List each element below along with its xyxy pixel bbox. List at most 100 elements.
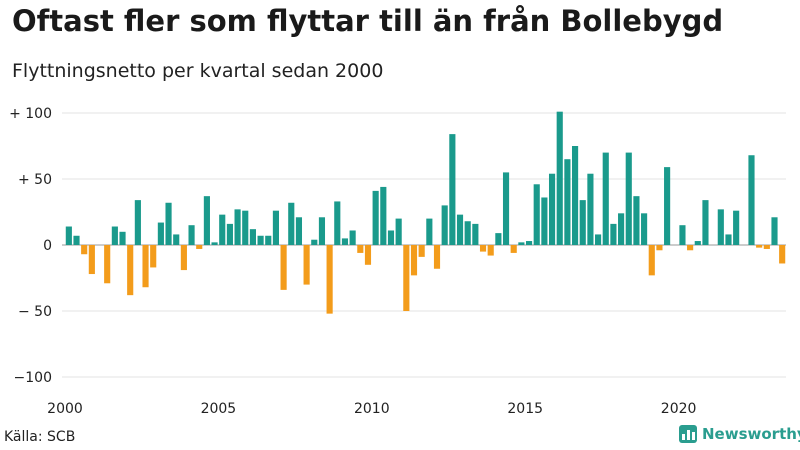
bar-positive (173, 234, 180, 245)
bar-positive (426, 218, 433, 245)
bar-positive (525, 241, 533, 245)
bar-positive (157, 222, 164, 245)
bar-positive (119, 231, 126, 245)
bar-negative (403, 245, 410, 311)
bar-positive (372, 190, 379, 245)
bar-positive (203, 196, 210, 245)
bar-positive (495, 233, 502, 245)
bar-negative (150, 245, 157, 268)
bar-positive (334, 201, 341, 245)
bar-positive (748, 155, 755, 245)
bar-negative (180, 245, 187, 271)
bar-positive (464, 221, 471, 245)
bar-positive (556, 111, 563, 246)
bar-positive (387, 230, 395, 245)
bar-negative (418, 245, 425, 257)
bar-negative (656, 245, 663, 251)
x-tick-label: 2005 (201, 401, 237, 417)
y-tick-label: − 50 (18, 304, 52, 320)
bar-positive (311, 239, 318, 245)
bar-negative (142, 245, 149, 288)
bar-positive (272, 210, 279, 245)
bar-positive (380, 186, 387, 245)
bar-positive (165, 202, 172, 245)
bar-positive (625, 152, 632, 245)
bar-positive (349, 230, 356, 245)
bar-positive (242, 210, 249, 245)
bar-positive (595, 234, 602, 245)
x-tick-label: 2020 (661, 401, 697, 417)
bar-positive (295, 217, 303, 245)
bar-positive (502, 172, 510, 245)
bar-positive (702, 200, 709, 245)
bar-negative (127, 245, 134, 296)
bar-negative (779, 245, 786, 264)
bar-positive (441, 205, 448, 245)
bar-positive (618, 213, 625, 245)
bar-positive (288, 202, 295, 245)
bar-positive (633, 196, 640, 245)
bar-negative (763, 245, 770, 249)
bar-positive (587, 173, 594, 245)
bar-positive (111, 226, 118, 245)
bar-positive (449, 134, 456, 245)
bar-positive (664, 167, 671, 245)
bar-negative (357, 245, 364, 253)
bar-negative (88, 245, 95, 275)
bar-positive (134, 200, 141, 245)
newsworthy-logo: Newsworthy (679, 425, 800, 443)
bar-positive (219, 214, 226, 245)
bar-positive (257, 235, 264, 245)
bar-negative (303, 245, 310, 285)
bar-positive (541, 197, 548, 245)
bar-positive (518, 242, 525, 245)
bar-positive (472, 223, 479, 245)
bar-positive (249, 229, 256, 245)
bar-positive (318, 217, 326, 245)
bar-positive (456, 214, 464, 245)
chart-title: Oftast fler som flyttar till än från Bol… (12, 4, 724, 38)
newsworthy-logo-icon (679, 425, 697, 443)
bar-negative (104, 245, 111, 284)
bar-positive (771, 217, 778, 245)
bar-negative (433, 245, 441, 269)
bar-positive (234, 209, 241, 245)
x-tick-label: 2015 (507, 401, 543, 417)
source-label: Källa: SCB (4, 429, 76, 445)
y-tick-label: −100 (14, 370, 52, 386)
bar-negative (326, 245, 333, 314)
bar-positive (610, 223, 617, 245)
bar-negative (410, 245, 418, 276)
x-tick-label: 2000 (47, 401, 83, 417)
bar-positive (579, 200, 586, 245)
bar-negative (364, 245, 372, 265)
bar-positive (572, 146, 579, 245)
bar-positive (679, 225, 686, 245)
bar-negative (648, 245, 655, 276)
bar-chart: + 100 + 50 0 − 50 −100 2000 2005 2010 2015 2020 (9, 106, 786, 417)
bar-positive (564, 159, 571, 245)
bar-positive (226, 223, 233, 245)
bar-positive (725, 234, 732, 245)
bar-negative (196, 245, 203, 249)
bar-positive (694, 241, 701, 245)
bar-positive (533, 184, 540, 245)
bar-positive (211, 242, 218, 245)
bar-negative (756, 245, 763, 248)
y-tick-label: + 50 (18, 172, 52, 188)
y-tick-label: + 100 (9, 106, 52, 122)
bar-positive (548, 173, 556, 245)
chart-subtitle: Flyttningsnetto per kvartal sedan 2000 (12, 60, 384, 82)
bar-negative (687, 245, 694, 251)
x-tick-label: 2010 (354, 401, 390, 417)
bar-negative (81, 245, 88, 255)
bar-positive (641, 213, 648, 245)
bar-positive (717, 209, 724, 245)
bar-negative (280, 245, 287, 290)
bar-positive (395, 218, 402, 245)
y-tick-label: 0 (43, 238, 52, 254)
bar-negative (479, 245, 487, 252)
bar-positive (73, 235, 80, 245)
bar-negative (510, 245, 517, 253)
newsworthy-logo-text: Newsworthy (702, 425, 800, 443)
